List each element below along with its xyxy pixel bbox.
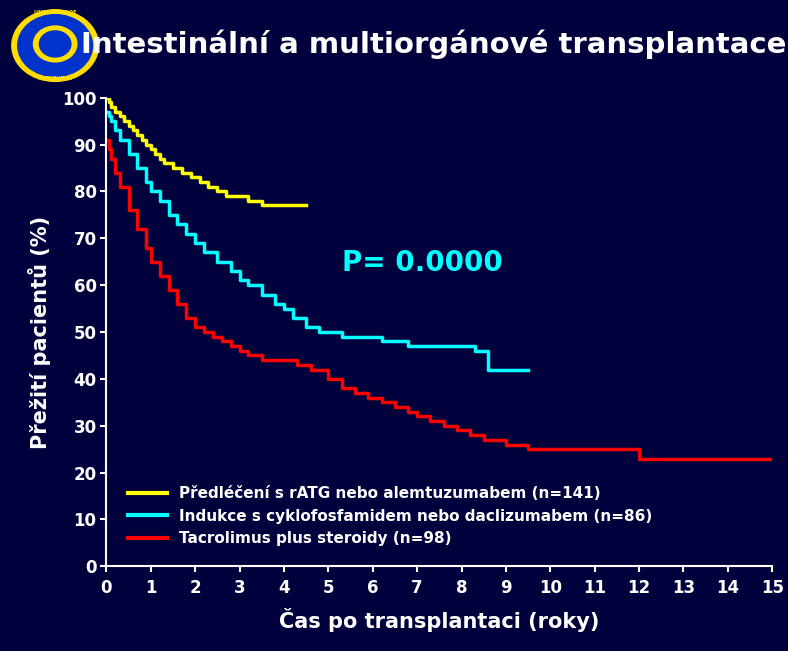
- Legend: Předléčení s rATG nebo alemtuzumabem (n=141), Indukce s cyklofosfamidem nebo dac: Předléčení s rATG nebo alemtuzumabem (n=…: [121, 478, 660, 554]
- Circle shape: [39, 31, 71, 57]
- Circle shape: [17, 14, 93, 76]
- Circle shape: [12, 10, 98, 81]
- Text: PITTSBURGH: PITTSBURGH: [37, 76, 73, 81]
- Text: Intestinální a multiorgánové transplantace: Intestinální a multiorgánové transplanta…: [80, 29, 786, 59]
- Text: P= 0.0000: P= 0.0000: [342, 249, 503, 277]
- X-axis label: Čas po transplantaci (roky): Čas po transplantaci (roky): [279, 608, 600, 632]
- Circle shape: [33, 26, 77, 62]
- Y-axis label: Přežití pacientů (%): Přežití pacientů (%): [28, 215, 51, 449]
- Text: UNIVERSITY OF: UNIVERSITY OF: [34, 10, 76, 15]
